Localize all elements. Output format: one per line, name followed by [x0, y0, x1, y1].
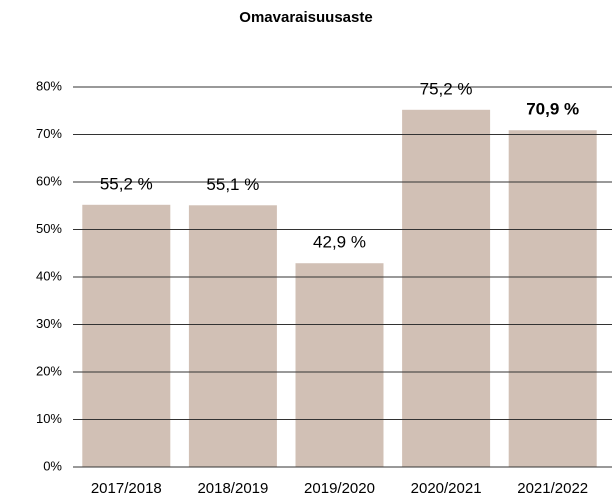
- y-tick-label: 0%: [43, 458, 62, 473]
- value-label: 55,1 %: [206, 175, 259, 194]
- bar: [188, 205, 277, 467]
- chart-title: Omavaraisuusaste: [239, 9, 372, 26]
- value-label: 55,2 %: [100, 174, 153, 193]
- value-label: 42,9 %: [313, 233, 366, 252]
- x-tick-label: 2017/2018: [91, 480, 162, 497]
- bar: [295, 263, 384, 467]
- y-tick-label: 20%: [36, 363, 62, 378]
- y-tick-label: 10%: [36, 411, 62, 426]
- bar: [402, 109, 491, 468]
- value-label: 70,9 %: [526, 100, 579, 119]
- bar: [82, 204, 171, 468]
- x-tick-label: 2021/2022: [517, 480, 588, 497]
- y-tick-label: 60%: [36, 173, 62, 188]
- bar: [508, 130, 597, 467]
- y-tick-label: 40%: [36, 268, 62, 283]
- x-tick-label: 2020/2021: [411, 480, 482, 497]
- y-tick-label: 80%: [36, 78, 62, 93]
- x-tick-label: 2019/2020: [304, 480, 375, 497]
- x-tick-label: 2018/2019: [197, 480, 268, 497]
- value-label: 75,2 %: [420, 79, 473, 98]
- y-tick-label: 70%: [36, 126, 62, 141]
- y-tick-label: 30%: [36, 316, 62, 331]
- y-tick-label: 50%: [36, 221, 62, 236]
